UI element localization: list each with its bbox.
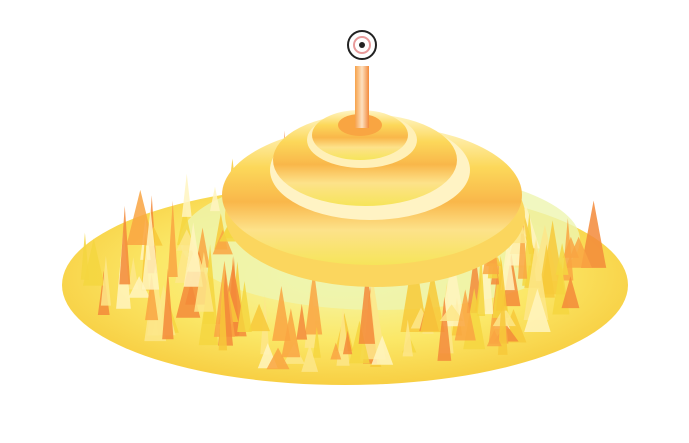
spike [561,276,580,309]
spike [167,200,178,278]
spike [439,304,464,322]
spike [296,303,308,340]
spike [305,268,323,335]
spike [237,281,252,333]
spike [342,330,353,355]
spike [218,273,228,351]
spike [330,342,342,360]
center-column [355,66,369,128]
spike [523,238,549,320]
spike [500,239,515,291]
spike [194,251,214,312]
marker-dot [359,42,365,48]
spike [581,200,607,268]
spike [437,296,452,361]
marker-ring [353,36,371,54]
spike [301,344,319,372]
spike [126,189,154,246]
spike [128,276,150,298]
spike [486,330,502,347]
spike [517,208,528,279]
spike [440,254,466,327]
spike [162,268,174,340]
spike [524,288,551,333]
spike [497,282,508,355]
spike [210,186,220,212]
spike [371,335,394,365]
spike [100,255,111,306]
spike [183,222,203,287]
spike [266,347,290,370]
spike [212,229,233,255]
spike [175,270,201,318]
spike [565,236,592,268]
spike [312,326,321,358]
spike [454,289,476,341]
spike [555,243,569,275]
spike [281,308,301,358]
spike [476,248,486,317]
spike [128,257,139,290]
spike [358,267,376,344]
spike [119,205,131,285]
spike [181,173,192,217]
spike [248,303,270,332]
spike [402,319,413,357]
spike [272,286,291,341]
spike [141,208,160,290]
spike [420,270,445,333]
spike [496,259,508,311]
spike [145,273,159,321]
spike [80,232,90,280]
